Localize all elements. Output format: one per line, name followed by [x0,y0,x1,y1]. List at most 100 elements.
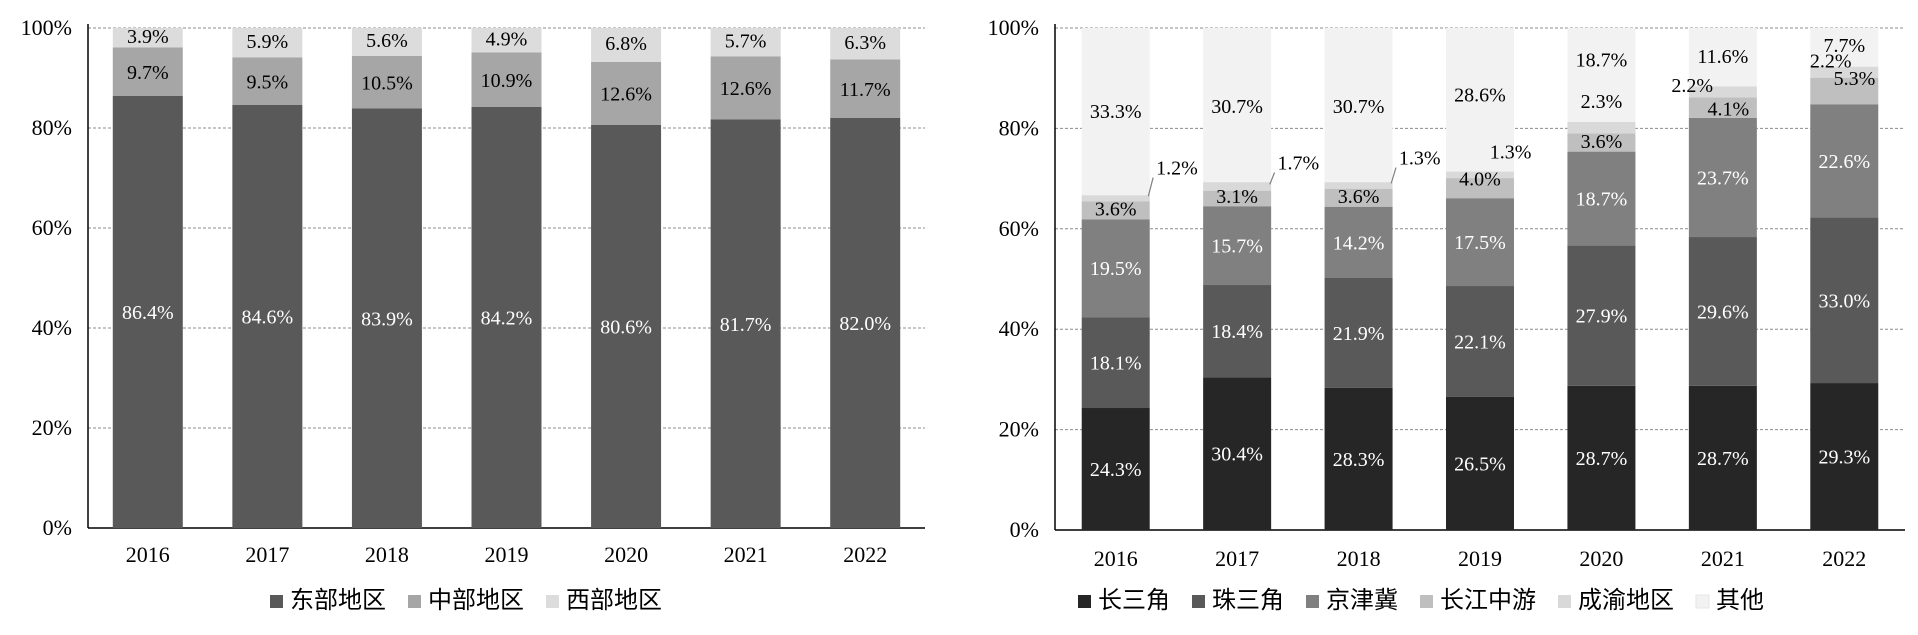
bar-segment [1688,28,1757,87]
data-label: 83.9% [361,308,413,330]
data-label: 33.0% [1818,290,1870,312]
bar-segment [591,125,662,528]
x-tick-label: 2018 [1337,546,1381,571]
data-label: 14.2% [1333,232,1385,254]
data-label: 18.1% [1090,353,1142,375]
y-tick-label: 80% [32,115,72,140]
bar-segment [1810,28,1879,67]
bar-segment [591,62,662,125]
bar-segment [1810,383,1879,530]
y-tick-label: 100% [21,15,72,40]
bar-segment [112,47,183,96]
x-tick-label: 2016 [126,542,170,567]
x-tick-label: 2017 [1215,546,1259,571]
data-label: 18.7% [1576,189,1628,211]
data-label: 5.3% [1834,68,1876,90]
bar-segment [1203,28,1272,183]
y-tick-label: 100% [988,15,1039,40]
data-label: 28.7% [1576,448,1628,470]
x-tick-label: 2017 [245,542,289,567]
bar-segment [1688,86,1757,98]
data-label: 18.4% [1211,321,1263,343]
bar-segment [1567,245,1636,386]
bar-segment [232,105,303,528]
y-tick-label: 80% [999,115,1039,140]
bar-segment [830,118,901,528]
bar-segment [1446,286,1514,397]
x-tick-label: 2020 [1579,546,1623,571]
legend-swatch [546,595,559,608]
data-label: 3.6% [1338,186,1380,208]
data-label: 28.7% [1697,448,1749,470]
legend-swatch [1192,595,1205,608]
leader-line [1390,167,1397,184]
bar-segment [591,28,662,62]
bar-segment [1810,104,1879,218]
data-label: 29.6% [1697,301,1749,323]
data-label: 5.9% [247,31,289,53]
bar-segment [710,56,781,120]
bar-segment [1567,385,1636,530]
data-label: 6.3% [844,32,886,54]
bar-segment [1203,206,1272,286]
bar-segment [351,56,422,109]
data-label: 6.8% [605,33,647,55]
y-tick-label: 60% [999,216,1039,241]
data-label: 33.3% [1090,101,1142,123]
data-label: 11.7% [840,79,891,101]
bar-segment [710,119,781,528]
data-label: 86.4% [122,302,174,324]
bar-segment [1446,171,1514,179]
legend-swatch [1420,595,1433,608]
data-label: 82.0% [839,313,891,335]
bar-segment [1081,317,1150,409]
x-tick-label: 2020 [604,542,648,567]
data-label: 30.7% [1211,96,1263,118]
bar-segment [1203,190,1272,207]
leader-line [1269,172,1276,185]
x-tick-label: 2016 [1094,546,1138,571]
x-tick-label: 2022 [1822,546,1866,571]
bar-segment [1567,121,1636,134]
legend-swatch [1078,595,1091,608]
data-label: 12.6% [720,78,772,100]
data-label: 23.7% [1697,167,1749,189]
legend-label: 长江中游 [1440,587,1536,614]
legend-swatch [1306,595,1319,608]
bar-segment [1081,28,1150,196]
legend-label: 中部地区 [428,587,524,614]
bar-segment [1810,66,1879,78]
data-label: 11.6% [1697,46,1748,68]
data-label: 9.7% [127,62,169,84]
bar-segment [1688,385,1757,530]
data-label: 3.9% [127,26,169,48]
bar-segment [1688,117,1757,238]
legend-label: 东部地区 [290,587,386,614]
legend-label: 西部地区 [566,587,662,614]
bar-segment [1324,28,1393,183]
legend-label: 其他 [1716,587,1764,614]
y-tick-label: 40% [999,316,1039,341]
y-tick-label: 20% [32,415,72,440]
bar-segment [351,28,422,56]
data-label: 18.7% [1576,50,1628,72]
data-label: 24.3% [1090,459,1142,481]
data-label: 2.2% [1671,75,1713,97]
data-label: 3.6% [1581,131,1623,153]
x-tick-label: 2022 [843,542,887,567]
legend-label: 京津冀 [1326,587,1398,614]
data-label: 10.5% [361,72,413,94]
bar-segment [1446,198,1514,287]
bar-segment [1446,178,1514,199]
bar-segment [710,28,781,57]
bar-segment [1446,28,1514,172]
bar-segment [1203,285,1272,378]
data-label: 12.6% [600,84,652,106]
x-tick-label: 2021 [724,542,768,567]
bar-segment [1324,188,1393,207]
data-label: 4.0% [1459,169,1501,191]
data-label: 84.2% [481,308,533,330]
bar-segment [471,52,542,107]
